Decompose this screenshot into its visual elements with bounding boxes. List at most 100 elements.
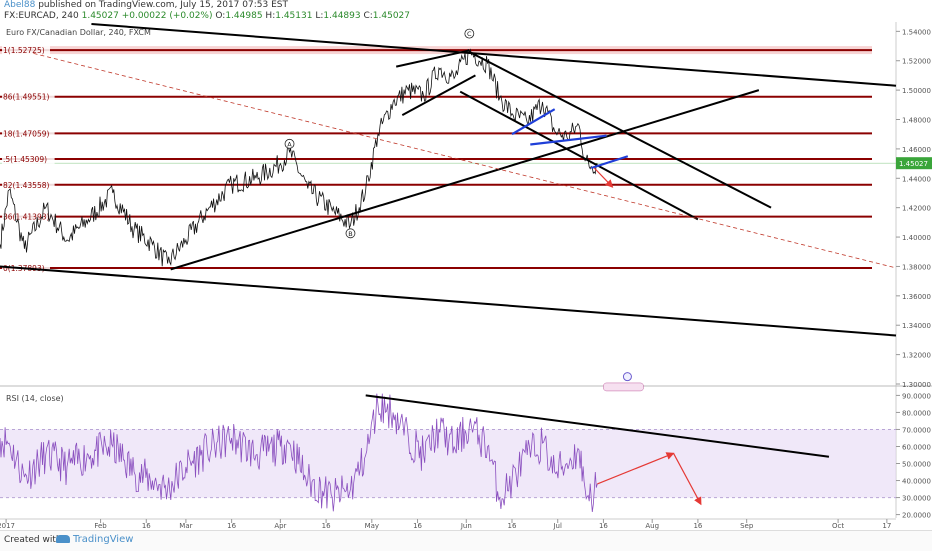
y-tick-label: 1.40000 [902,234,931,242]
low-value: 1.44893 [323,11,361,21]
rsi-trendline [365,394,830,458]
fib-level-label: 86(1.49551) [3,93,49,102]
fib-label-bg [2,128,55,139]
fib-label-bg [2,91,55,102]
x-tick-label: Aug [645,522,659,530]
x-tick-label: Mar [179,522,192,530]
event-strip [603,382,644,392]
main-pane-bg [0,22,932,386]
rsi-y-tick-label: 80.0000 [902,409,931,417]
trendline [395,49,470,68]
event-marker [622,372,632,382]
wave-marker [284,138,295,149]
last-price-tag [896,157,932,170]
wave-label: A [287,140,292,148]
close-label: C: [363,11,373,21]
y-tick-label: 1.50000 [902,87,931,95]
rsi-y-tick-label: 50.0000 [902,461,931,469]
fib-level-label: 36(1.41393) [3,213,49,222]
price-chart-canvas[interactable]: 1.54000 1.52000 1.50000 1.48000 1.46000 1.440… [0,22,932,530]
trendline [401,74,476,116]
x-tick-label: Jun [460,522,472,530]
rsi-y-tick-label: 60.0000 [902,443,931,451]
fib-label-bg [2,179,55,190]
trendline [459,90,699,221]
fib-level-label: 82(1.43558) [3,181,49,190]
fib-level-label: 18(1.47059) [3,129,49,138]
y-tick-label: 1.30000 [902,381,931,389]
price-value: 1.45027 [81,11,119,21]
tradingview-cloud-icon [56,535,70,543]
symbol-label: FX:EURCAD, 240 [4,11,79,21]
x-tick-label: May [365,522,379,530]
wave-marker [345,228,356,239]
x-tick-label: 17 [882,522,891,530]
trendline [0,265,897,337]
y-tick-label: 1.36000 [902,293,931,301]
rsi-y-tick-label: 40.0000 [902,478,931,486]
symbol-bar: FX:EURCAD, 240 1.45027 +0.00022 (+0.02%)… [4,11,410,22]
trendline [468,51,772,209]
high-label: H: [265,11,276,21]
x-tick-label: 16 [142,522,151,530]
trendline [91,23,897,87]
last-price-tag-label: 1.45027 [899,160,928,168]
trendline [170,89,760,271]
created-with-label: Created with [4,535,62,545]
publish-info: published on TradingView.com, July 15, 2… [35,0,288,10]
blue-channel-line [530,134,607,146]
wave-marker [464,28,475,39]
y-tick-label: 1.32000 [902,352,931,360]
rsi-band-fill [0,429,896,498]
wave-label: B [348,230,352,238]
fib-level-label: 1(1.52725) [3,46,45,55]
x-tick-label: 16 [413,522,422,530]
high-value: 1.45131 [275,11,313,21]
fib-label-bg [2,45,50,56]
y-tick-label: 1.34000 [902,322,931,330]
x-tick-label: Jul [552,522,562,530]
chart-header: Abel88 published on TradingView.com, Jul… [0,0,932,22]
rsi-y-tick-label: 30.0000 [902,495,931,503]
x-tick-label: Oct [832,522,844,530]
price-down-arrow [593,167,614,188]
x-tick-label: Feb [94,522,107,530]
wave-label: C [467,30,472,38]
rsi-down-arrow [672,453,702,506]
fib-label-bg [2,154,55,165]
x-tick-label: 16 [227,522,236,530]
x-tick-label: Apr [274,522,286,530]
x-tick-label: 16 [508,522,517,530]
y-tick-label: 1.46000 [902,146,931,154]
footer: Created with TradingView [0,530,932,551]
blue-channel-line [590,155,629,170]
chart-title: Euro FX/Canadian Dollar, 240, FXCM [6,28,151,37]
price-series-line [0,48,598,267]
rsi-y-tick-label: 20.0000 [902,512,931,520]
price-change: +0.00022 (+0.02%) [121,11,213,21]
x-tick-label: 16 [322,522,331,530]
rsi-series-line [0,393,598,513]
y-tick-label: 1.54000 [902,28,931,36]
author-link[interactable]: Abel88 [4,0,36,10]
rsi-title: RSI (14, close) [6,394,64,403]
fib-level-label: .5(1.45309) [3,155,47,164]
tradingview-logo[interactable]: TradingView [56,534,133,545]
y-tick-label: 1.42000 [902,205,931,213]
blue-channel-line [511,108,556,136]
rsi-y-tick-label: 70.0000 [902,426,931,434]
y-tick-label: 1.52000 [902,58,931,66]
x-tick-label: Sep [740,522,754,530]
fib-label-bg [2,211,55,222]
open-label: O: [215,11,226,21]
tradingview-brand: TradingView [73,534,134,545]
close-value: 1.45027 [372,11,411,21]
x-tick-label: 16 [693,522,702,530]
x-tick-label: 16 [599,522,608,530]
y-tick-label: 1.48000 [902,117,931,125]
rsi-up-arrow [597,452,675,485]
y-tick-label: 1.38000 [902,263,931,271]
x-tick-label: 2017 [0,522,15,530]
rsi-y-tick-label: 90.0000 [902,392,931,400]
dashed-projection-line [33,52,897,269]
